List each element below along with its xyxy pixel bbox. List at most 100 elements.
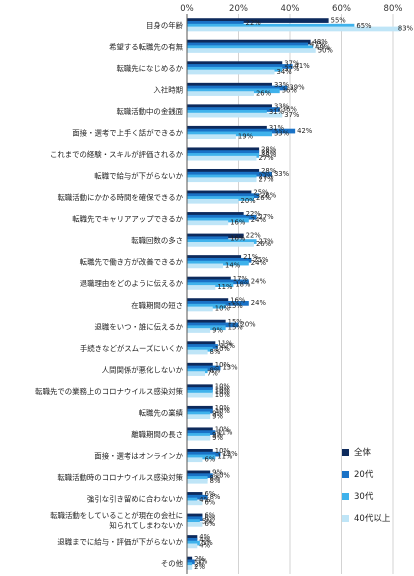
bar xyxy=(187,18,329,23)
bar xyxy=(187,45,314,51)
value-label: 13% xyxy=(222,364,238,372)
bar xyxy=(187,61,283,66)
value-label: 6% xyxy=(204,455,215,463)
category-label: 退職までに給与・評価が下がらないか xyxy=(57,538,183,547)
category-label: 転職先で働き方が改善できるか xyxy=(80,258,184,267)
value-label: 12% xyxy=(220,342,236,350)
category-label: これまでの経験・スキルが評価されるか xyxy=(50,150,184,159)
bar xyxy=(187,430,216,435)
category-label: 転職先でキャリアアップできるか xyxy=(72,215,183,224)
value-label: 28% xyxy=(261,191,277,199)
bar xyxy=(187,470,211,476)
bar xyxy=(187,255,242,260)
value-label: 10% xyxy=(215,471,231,479)
value-label: 41% xyxy=(295,62,311,70)
category-label: 転職回数の多さ xyxy=(131,236,183,245)
bar xyxy=(187,516,203,522)
value-label: 11% xyxy=(217,453,233,461)
legend-label: 20代 xyxy=(354,469,374,480)
value-label: 27% xyxy=(259,237,275,245)
value-label: 4% xyxy=(199,496,210,504)
bar xyxy=(187,69,275,75)
bar xyxy=(187,190,252,196)
bar xyxy=(187,174,257,180)
value-label: 8% xyxy=(210,493,221,501)
category-label: 退職をいつ・誰に伝えるか xyxy=(95,322,184,331)
bar xyxy=(187,389,213,395)
value-label: 9% xyxy=(212,431,223,439)
value-label: 10% xyxy=(215,388,231,396)
value-label: 8% xyxy=(210,367,221,375)
value-label: 55% xyxy=(331,16,347,24)
value-label: 33% xyxy=(274,102,290,110)
bar xyxy=(187,494,208,500)
value-label: 27% xyxy=(259,213,275,221)
category-labels: 目身の年齢希望する転職先の有無転職先になじめるか入社時期転職活動中の金銭面面接・… xyxy=(35,21,183,568)
category-label: 転職先になじめるか xyxy=(116,64,183,73)
value-label: 10% xyxy=(215,385,231,393)
bar xyxy=(187,500,203,506)
bar xyxy=(187,276,231,282)
value-label: 6% xyxy=(204,515,215,523)
value-label: 10% xyxy=(215,447,231,455)
bar xyxy=(187,457,203,463)
bar xyxy=(187,109,267,115)
bar xyxy=(187,405,213,411)
value-label: 9% xyxy=(212,434,223,442)
legend-swatch xyxy=(342,493,349,500)
bar xyxy=(187,171,272,177)
bar xyxy=(187,346,213,352)
bar xyxy=(187,112,283,118)
bar xyxy=(187,39,311,45)
bar xyxy=(187,168,260,174)
value-label: 2% xyxy=(194,555,205,563)
bar xyxy=(187,519,200,524)
value-label: 10% xyxy=(215,426,231,434)
value-label: 33% xyxy=(274,170,290,178)
value-label: 28% xyxy=(261,167,277,175)
bar xyxy=(187,177,257,183)
bar xyxy=(187,319,226,325)
value-label: 9% xyxy=(212,326,223,334)
bar xyxy=(187,303,226,309)
value-label: 16% xyxy=(230,296,246,304)
value-label: 48% xyxy=(313,38,329,46)
bar xyxy=(187,134,236,140)
value-label: 83% xyxy=(398,25,414,33)
value-label: 4% xyxy=(199,533,210,541)
value-label: 36% xyxy=(282,87,298,95)
bar xyxy=(187,48,316,53)
bar xyxy=(187,242,254,247)
bar xyxy=(187,565,193,570)
bar xyxy=(187,282,234,287)
bar xyxy=(187,125,267,131)
value-label: 8% xyxy=(210,474,221,482)
bars xyxy=(187,18,401,570)
bar xyxy=(187,522,203,527)
category-label: 強引な引き留めに合わないか xyxy=(87,495,184,504)
value-label: 11% xyxy=(217,428,233,436)
value-label: 8% xyxy=(210,348,221,356)
category-label: 転職先の業績 xyxy=(139,408,184,417)
value-label: 15% xyxy=(228,302,244,310)
bar xyxy=(187,217,249,223)
value-label: 22% xyxy=(246,210,262,218)
category-label: 希望する転職先の有無 xyxy=(109,42,184,51)
bar xyxy=(187,454,216,460)
bar xyxy=(187,150,260,155)
bar xyxy=(187,448,213,454)
bar xyxy=(187,384,213,390)
category-label: 目身の年齢 xyxy=(146,21,184,30)
value-label: 47% xyxy=(310,41,326,49)
bar xyxy=(187,556,193,562)
bar xyxy=(187,325,226,331)
x-tick-label: 60% xyxy=(332,4,351,14)
bar xyxy=(187,220,229,226)
value-label: 13% xyxy=(222,450,238,458)
bar xyxy=(187,239,257,244)
bar xyxy=(187,559,195,565)
value-label: 20% xyxy=(241,321,257,329)
legend: 全体 20代 30代 40代以上 xyxy=(342,447,391,524)
bar xyxy=(187,365,221,371)
value-label: 14% xyxy=(225,262,241,270)
